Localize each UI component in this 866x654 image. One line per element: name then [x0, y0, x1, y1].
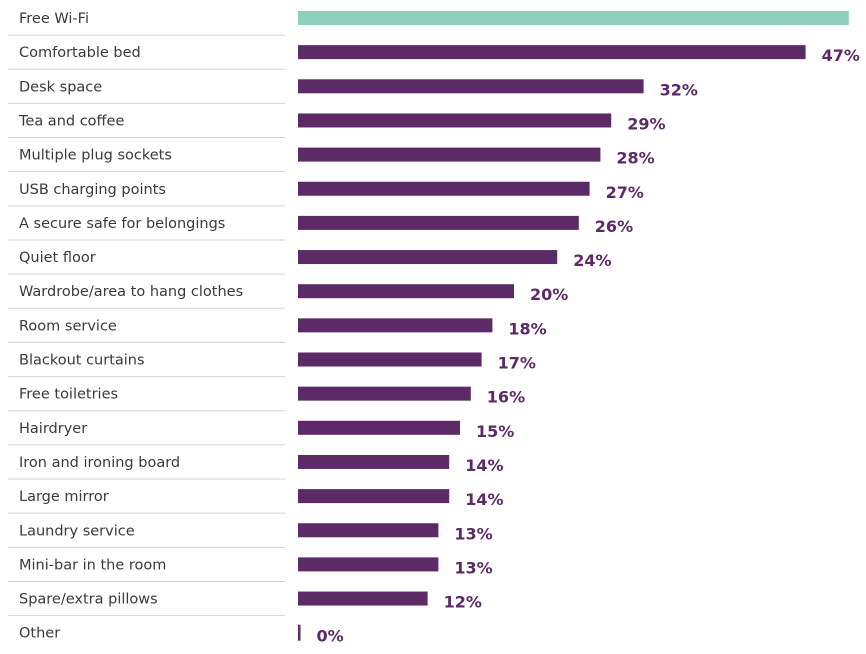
category-label: Wardrobe/area to hang clothes [19, 284, 243, 300]
category-label: Hairdryer [19, 421, 87, 437]
bar [298, 147, 601, 162]
bar [298, 11, 849, 25]
category-label: Free toiletries [19, 387, 118, 403]
category-label: Comfortable bed [19, 45, 141, 61]
value-label: 27% [606, 183, 644, 202]
value-label: 17% [498, 354, 536, 373]
bar [298, 454, 450, 469]
category-label: Other [19, 626, 60, 642]
value-label: 12% [444, 593, 482, 612]
bar [298, 79, 644, 94]
category-label: USB charging points [19, 182, 166, 198]
bar [298, 45, 806, 60]
value-label: 47% [822, 46, 860, 65]
value-label: 15% [476, 422, 514, 441]
value-label: 28% [616, 149, 654, 168]
value-label: 29% [627, 114, 665, 133]
bar [298, 318, 493, 333]
value-label: 26% [595, 217, 633, 236]
bar [298, 489, 450, 504]
category-label: Desk space [19, 79, 102, 95]
category-label: Blackout curtains [19, 353, 145, 369]
bar [298, 284, 514, 299]
value-label: 51% [865, 8, 866, 27]
value-label: 20% [530, 285, 568, 304]
value-label: 13% [454, 558, 492, 577]
category-label: Mini-bar in the room [19, 557, 166, 573]
category-label: Room service [19, 318, 117, 334]
value-label: 32% [660, 80, 698, 99]
category-label: Spare/extra pillows [19, 592, 158, 608]
bar [298, 523, 439, 538]
bar [298, 113, 612, 128]
value-label: 0% [317, 627, 344, 646]
value-label: 18% [508, 319, 546, 338]
category-label: Iron and ironing board [19, 455, 180, 471]
value-label: 14% [465, 490, 503, 509]
category-label: Laundry service [19, 523, 135, 539]
bar [298, 624, 301, 641]
category-label: Multiple plug sockets [19, 148, 172, 164]
value-label: 16% [487, 388, 525, 407]
category-label: Quiet floor [19, 250, 96, 266]
bar [298, 215, 579, 230]
value-label: 14% [465, 456, 503, 475]
category-label: Large mirror [19, 489, 109, 505]
bar [298, 386, 471, 401]
bar [298, 420, 460, 435]
value-label: 13% [454, 524, 492, 543]
value-label: 24% [573, 251, 611, 270]
category-label: A secure safe for belongings [19, 216, 225, 232]
bar [298, 181, 590, 196]
bar [298, 352, 482, 367]
bar [298, 250, 558, 265]
bar [298, 557, 439, 572]
bar [298, 591, 428, 606]
category-label: Tea and coffee [18, 113, 124, 129]
category-label: Free Wi-Fi [19, 11, 89, 27]
